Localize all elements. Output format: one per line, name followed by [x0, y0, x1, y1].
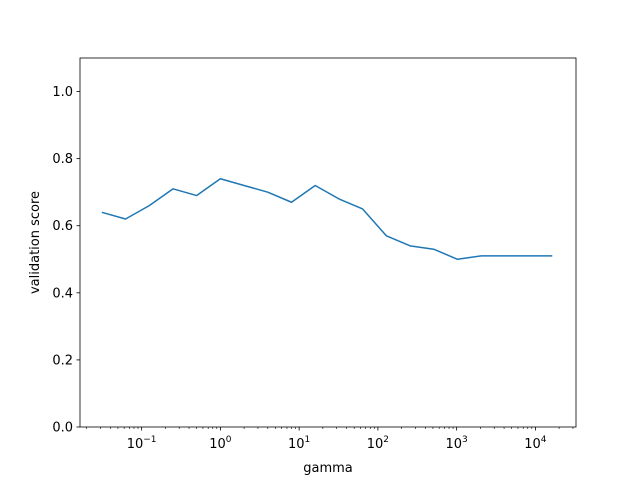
y-tick-label: 0.2: [52, 353, 73, 368]
data-point: [291, 201, 293, 203]
x-axis-label: gamma: [303, 461, 353, 476]
x-tick-label: 103: [446, 435, 468, 452]
data-point: [101, 211, 103, 213]
data-point: [433, 248, 435, 250]
data-point: [125, 218, 127, 220]
x-tick-label: 10−1: [127, 435, 157, 452]
data-point: [480, 255, 482, 257]
y-tick-label: 0.0: [52, 421, 73, 436]
y-tick-label: 0.6: [52, 219, 73, 234]
x-tick-label: 101: [288, 435, 310, 452]
y-tick-label: 1.0: [52, 85, 73, 100]
axes: 10−1 100 101 102 103 104 0.0 0.2 0.4 0.6 0.8 1.0: [52, 85, 574, 452]
data-point: [243, 184, 245, 186]
data-point: [362, 208, 364, 210]
y-tick-label: 0.8: [52, 152, 73, 167]
data-point: [196, 195, 198, 197]
series-line: [101, 178, 553, 261]
data-point: [172, 188, 174, 190]
x-tick-label: 104: [524, 435, 547, 452]
data-point: [528, 255, 530, 257]
data-point: [409, 245, 411, 247]
data-point: [338, 198, 340, 200]
y-tick-label: 0.4: [52, 286, 73, 301]
x-tick-label: 100: [209, 435, 232, 452]
axes-frame: [79, 57, 577, 428]
data-point: [148, 205, 150, 207]
x-tick-label: 102: [367, 435, 389, 452]
data-point: [314, 184, 316, 186]
plot-area: [101, 178, 553, 261]
data-point: [385, 235, 387, 237]
data-point: [267, 191, 269, 193]
data-point: [219, 178, 221, 180]
data-point: [504, 255, 506, 257]
data-point: [551, 255, 553, 257]
data-point: [456, 258, 458, 260]
y-axis-label: validation score: [28, 191, 43, 294]
